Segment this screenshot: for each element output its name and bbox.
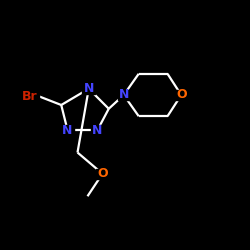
Bar bbox=[21, 90, 40, 102]
Text: N: N bbox=[84, 82, 94, 95]
Text: N: N bbox=[118, 88, 129, 102]
Text: Br: Br bbox=[22, 90, 38, 103]
Bar bbox=[175, 90, 188, 100]
Text: N: N bbox=[62, 124, 73, 136]
Bar bbox=[91, 125, 104, 135]
Bar bbox=[118, 90, 130, 100]
Text: O: O bbox=[97, 167, 108, 180]
Bar bbox=[82, 84, 95, 94]
Bar bbox=[96, 169, 109, 179]
Text: O: O bbox=[176, 88, 186, 102]
Bar bbox=[61, 125, 74, 135]
Text: N: N bbox=[92, 124, 103, 136]
